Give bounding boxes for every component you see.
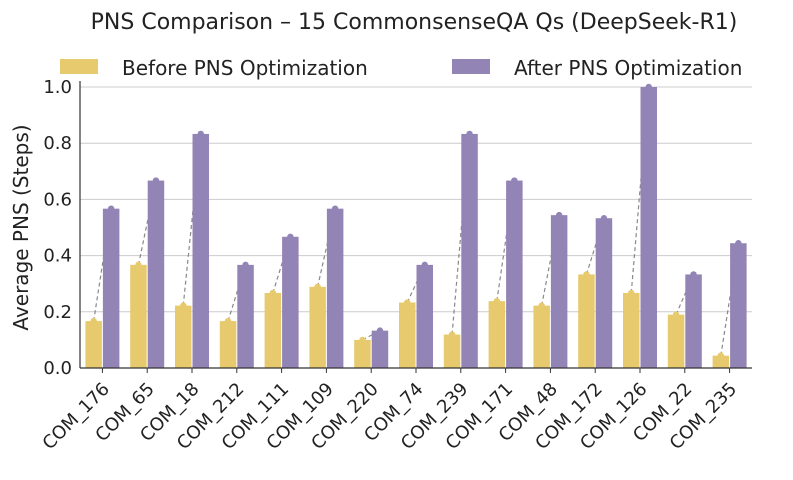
bar-before xyxy=(443,334,461,368)
y-tick-label: 0.0 xyxy=(43,358,72,379)
bar-after xyxy=(730,243,747,368)
bar-before xyxy=(219,321,237,368)
bar-after xyxy=(237,264,254,368)
legend-label: After PNS Optimization xyxy=(514,56,742,80)
gridlines xyxy=(80,86,752,313)
x-ticks: COM_176COM_65COM_18COM_212COM_111COM_109… xyxy=(39,368,741,454)
bar-before xyxy=(354,339,371,368)
legend: Before PNS Optimization After PNS Optimiz… xyxy=(60,56,742,80)
bar-after xyxy=(371,330,389,368)
bar-before xyxy=(488,301,506,368)
y-axis-label: Average PNS (Steps) xyxy=(9,124,33,330)
legend-swatch xyxy=(452,59,490,74)
bar-before xyxy=(578,274,595,368)
bars xyxy=(85,87,747,368)
y-tick-label: 0.6 xyxy=(43,189,72,210)
bar-after xyxy=(550,215,568,368)
legend-swatch xyxy=(60,59,98,74)
connector-line xyxy=(451,133,471,335)
bar-before xyxy=(667,314,685,368)
legend-label: Before PNS Optimization xyxy=(122,56,368,80)
bar-after xyxy=(640,87,657,368)
bar-before xyxy=(264,292,282,368)
y-ticks: 0.0 0.2 0.4 0.6 0.8 1.0 xyxy=(43,77,72,379)
bar-after xyxy=(326,208,344,368)
bar-after xyxy=(102,208,120,368)
bar-after xyxy=(147,180,165,368)
bar-before xyxy=(533,305,550,368)
bar-before xyxy=(85,321,102,368)
chart-title: PNS Comparison – 15 CommonsenseQA Qs (De… xyxy=(91,10,738,35)
y-tick-label: 0.8 xyxy=(43,133,72,154)
bar-after xyxy=(192,133,209,368)
y-tick-label: 0.2 xyxy=(43,302,72,323)
y-tick-label: 1.0 xyxy=(43,77,72,98)
bar-before xyxy=(712,355,730,368)
bar-after xyxy=(282,236,299,368)
bar-before xyxy=(623,292,640,368)
bar-after xyxy=(685,274,702,368)
bar-before xyxy=(399,302,416,368)
bar-after xyxy=(461,133,478,368)
bar-after xyxy=(595,218,613,368)
connector-line xyxy=(541,215,560,306)
bar-after xyxy=(506,180,523,368)
bar-before xyxy=(309,286,326,368)
bar-before xyxy=(130,264,147,368)
bar-before xyxy=(175,305,192,368)
bar-after xyxy=(416,264,433,368)
y-tick-label: 0.4 xyxy=(43,246,72,267)
